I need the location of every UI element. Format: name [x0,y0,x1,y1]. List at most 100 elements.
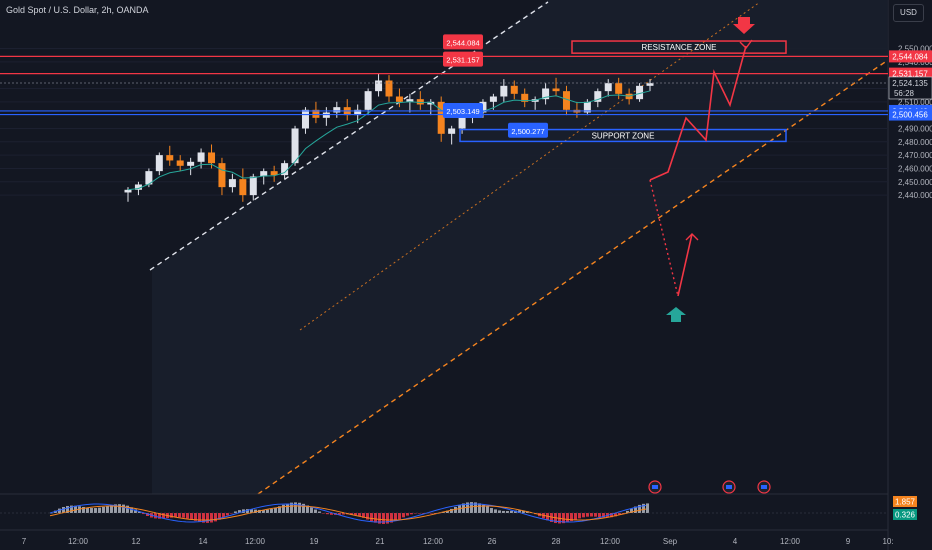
macd-histogram-bar [154,513,157,519]
macd-histogram-bar [170,513,173,518]
price-level-tag-text: 2,544.084 [892,52,928,61]
macd-histogram-bar [630,508,633,513]
zone-box[interactable] [571,40,787,54]
candle-body[interactable] [521,93,529,102]
macd-histogram-bar [258,509,261,513]
macd-histogram-bar [186,513,189,519]
candle-body[interactable] [552,88,560,92]
price-level-tag [889,50,932,63]
candle-body[interactable] [636,85,644,100]
price-level-tag-text: 2,531.157 [892,70,928,79]
macd-histogram-bar [390,513,393,523]
projection-path [648,17,771,494]
candle-body[interactable] [291,128,299,164]
macd-histogram-bar [122,504,125,513]
macd-histogram-bar [118,504,121,513]
macd-histogram-bar [222,513,225,518]
macd-histogram-bar [126,505,129,513]
macd-histogram-bar [618,513,621,515]
macd-histogram-bar [378,513,381,524]
candle-body[interactable] [333,107,341,113]
arrow-head [685,233,699,241]
candle-body[interactable] [510,85,518,94]
candle-body[interactable] [364,91,372,110]
macd-histogram-bar [246,509,249,513]
candle-body[interactable] [385,80,393,97]
candle-body[interactable] [416,99,424,105]
candle-body[interactable] [604,83,612,92]
macd-histogram-bar [74,505,77,513]
flag-icon-inner [652,485,658,489]
candle-body[interactable] [166,155,174,161]
macd-histogram-bar [646,503,649,513]
candle-body[interactable] [249,176,257,196]
candle-body[interactable] [270,171,278,176]
candle-body[interactable] [260,171,268,177]
candle-body[interactable] [124,189,132,193]
candle-body[interactable] [155,155,163,172]
time-tick-label: 4 [733,537,738,546]
candle-body[interactable] [489,96,497,102]
zone-box[interactable] [459,128,787,143]
time-tick-label: 12:00 [780,537,801,546]
candle-body[interactable] [197,152,205,162]
candle-body[interactable] [312,109,320,118]
channel-shade [152,0,888,494]
candle-body[interactable] [322,112,330,118]
macd-histogram-bar [494,509,497,513]
candle-body[interactable] [354,109,362,116]
candle-body[interactable] [500,85,508,97]
macd-histogram-bar [502,510,505,513]
up-arrow-icon [666,307,686,322]
time-tick-label: 12:00 [423,537,444,546]
candle-body[interactable] [281,163,289,176]
macd-histogram-bar [138,511,141,513]
level-label-box [443,34,483,50]
candle-body[interactable] [134,184,142,190]
candle-body[interactable] [583,101,591,113]
time-tick-label: 12:00 [68,537,89,546]
macd-histogram-bar [230,513,233,514]
candle-body[interactable] [187,161,195,166]
candle-body[interactable] [562,91,570,110]
macd-histogram-bar [350,513,353,515]
candle-body[interactable] [458,117,466,129]
level-label-text: 2,500.277 [511,127,544,136]
candle-body[interactable] [646,83,654,86]
candle-body[interactable] [239,179,247,196]
candle-body[interactable] [375,80,383,92]
macd-histogram-bar [486,506,489,513]
candle-body[interactable] [437,101,445,134]
macd-histogram-bar [214,513,217,522]
currency-button[interactable]: USD [893,4,924,22]
candle-body[interactable] [228,179,236,188]
candle-body[interactable] [145,171,153,185]
candle-body[interactable] [218,163,226,188]
price-level-tag [889,67,932,80]
candle-body[interactable] [542,88,550,100]
macd-histogram-bar [306,505,309,513]
macd-histogram-bar [298,502,301,513]
macd-histogram-bar [174,513,177,518]
macd-histogram-bar [602,513,605,518]
candle-body[interactable] [176,160,184,166]
macd-histogram-bar [94,508,97,513]
macd-histogram-bar [578,513,581,519]
macd-histogram-bar [446,510,449,513]
macd-histogram-bar [418,513,421,514]
candle-body[interactable] [427,101,435,105]
candle-body[interactable] [406,99,414,102]
rebound-projection [677,233,693,297]
macd-histogram-bar [478,503,481,513]
candle-body[interactable] [208,152,216,164]
macd-histogram-bar [342,513,345,515]
candle-body[interactable] [594,91,602,102]
candle-body[interactable] [301,109,309,129]
candle-body[interactable] [615,83,623,94]
candle-body[interactable] [448,128,456,134]
macd-histogram-bar [522,510,525,513]
macd-histogram-bar [642,503,645,513]
macd-histogram-bar [610,513,613,518]
candle-body[interactable] [395,96,403,102]
